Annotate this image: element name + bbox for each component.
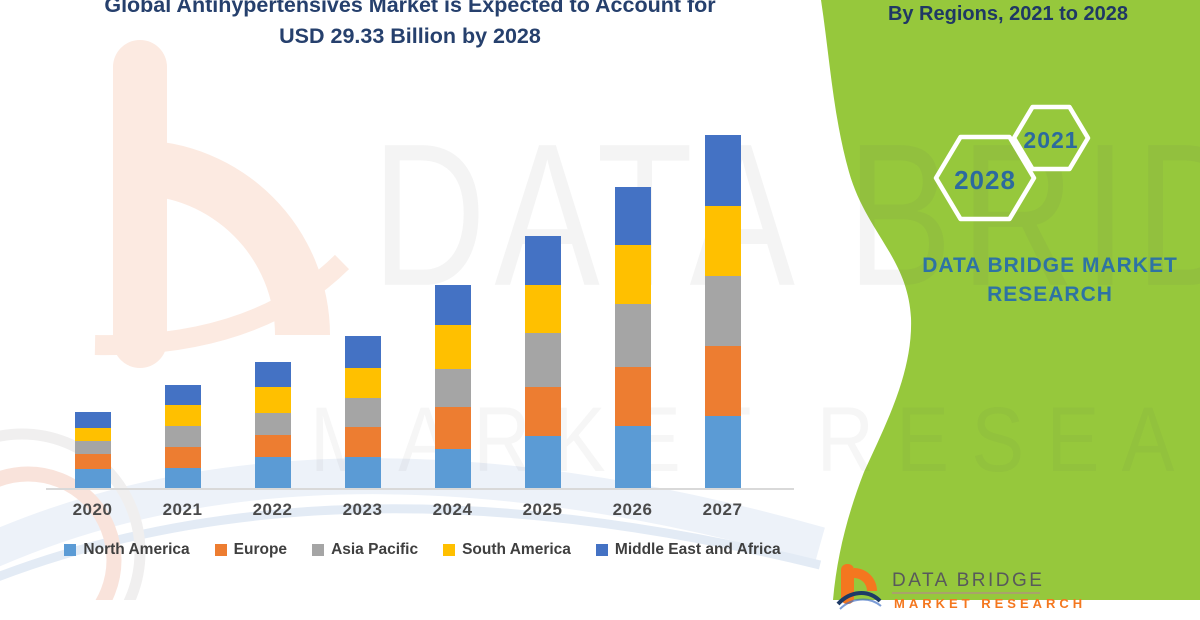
bar-segment-asia-pacific-2027 [704,275,741,347]
bar-segment-asia-pacific-2025 [524,333,561,387]
legend-swatch-europe [214,544,227,556]
legend-label-europe: Europe [233,541,288,558]
footer-brand-underline [892,592,1040,594]
side-panel-background [821,0,1200,600]
legend-item-asia-pacific: Asia Pacific [312,541,418,559]
legend-item-south-america: South America [443,541,571,559]
bar-segment-europe-2025 [524,386,561,437]
bar-segment-asia-pacific-2020 [74,440,111,455]
legend-swatch-middle-east-and-africa [595,544,608,556]
brand-line-1: DATA BRIDGE MARKET [922,254,1178,277]
bar-segment-europe-2027 [704,346,741,416]
bar-segment-europe-2024 [434,407,471,449]
legend-item-middle-east-and-africa: Middle East and Africa [595,541,781,559]
bar-segment-south-america-2020 [74,428,111,441]
bar-segment-middle-east-and-africa-2020 [74,411,111,429]
legend-swatch-asia-pacific [312,544,325,556]
legend-swatch-south-america [443,544,456,556]
bar-segment-europe-2026 [614,366,651,427]
bar-segment-south-america-2026 [614,244,651,305]
x-tick-label-2027: 2027 [702,500,743,519]
x-tick-label-2022: 2022 [252,500,293,519]
legend-swatch-north-america [64,544,77,556]
dbmr-logo-mark-icon [836,564,882,610]
bar-segment-north-america-2022 [254,456,291,488]
x-tick-label-2021: 2021 [162,500,203,519]
bar-segment-south-america-2025 [524,285,561,334]
chart-title-line-2: USD 29.33 Billion by 2028 [279,24,541,48]
bar-segment-middle-east-and-africa-2024 [434,285,471,326]
bar-segment-middle-east-and-africa-2026 [614,186,651,245]
legend-label-asia-pacific: Asia Pacific [331,541,419,558]
bar-segment-north-america-2026 [614,426,651,488]
legend-label-north-america: North America [83,541,190,558]
bar-segment-europe-2022 [254,435,291,457]
x-tick-label-2025: 2025 [522,500,563,519]
bar-segment-middle-east-and-africa-2021 [164,384,201,405]
hexagon-2028 [933,134,1037,222]
bar-segment-europe-2020 [74,454,111,469]
bar-segment-europe-2023 [344,426,381,457]
chart-title-line-1: Global Antihypertensives Market is Expec… [104,0,716,17]
hexagons-icon [933,104,1091,222]
legend-label-middle-east-and-africa: Middle East and Africa [614,541,781,558]
legend-item-europe: Europe [214,541,288,559]
bar-segment-middle-east-and-africa-2025 [524,236,561,286]
hexagon-label-2028: 2028 [954,165,1016,195]
bar-segment-middle-east-and-africa-2023 [344,335,381,369]
bar-segment-middle-east-and-africa-2027 [704,135,741,206]
hexagon-2021 [1011,104,1091,172]
bar-segment-south-america-2022 [254,386,291,413]
bar-segment-south-america-2027 [704,205,741,276]
legend-item-north-america: North America [64,541,190,559]
footer-brand-text: DATA BRIDGE [892,570,1045,591]
chart-title: Global Antihypertensives Market is Expec… [60,0,760,52]
bar-segment-south-america-2024 [434,325,471,369]
legend-label-south-america: South America [462,541,571,558]
bar-segment-north-america-2023 [344,456,381,488]
brand-line-2: RESEARCH [987,283,1113,306]
x-tick-label-2020: 2020 [72,500,113,519]
footer-logo: DATA BRIDGE MARKET RESEARCH [836,550,1176,612]
x-axis-line [46,488,794,490]
bar-segment-asia-pacific-2023 [344,398,381,427]
bar-segment-asia-pacific-2026 [614,304,651,367]
bar-segment-north-america-2025 [524,436,561,488]
bar-segment-south-america-2021 [164,404,201,427]
footer-sub-text: MARKET RESEARCH [894,596,1087,611]
x-tick-label-2026: 2026 [612,500,653,519]
bar-segment-asia-pacific-2021 [164,426,201,447]
bar-segment-north-america-2024 [434,448,471,488]
hexagon-label-2021: 2021 [1023,127,1079,153]
bar-segment-asia-pacific-2024 [434,368,471,408]
x-tick-label-2023: 2023 [342,500,383,519]
bar-segment-north-america-2027 [704,415,741,488]
legend: North America Europe Asia Pacific South Ame… [35,541,810,559]
side-panel-heading: By Regions, 2021 to 2028 [887,3,1129,25]
bar-segment-north-america-2020 [74,468,111,488]
bar-segment-asia-pacific-2022 [254,412,291,436]
bar-segment-europe-2021 [164,446,201,468]
plot-area: 2020 2021 2022 2023 2024 2025 2026 2027 [46,135,794,519]
bar-segment-south-america-2023 [344,368,381,399]
bar-segment-north-america-2021 [164,467,201,488]
bar-segment-middle-east-and-africa-2022 [254,361,291,387]
x-tick-label-2024: 2024 [432,500,473,519]
